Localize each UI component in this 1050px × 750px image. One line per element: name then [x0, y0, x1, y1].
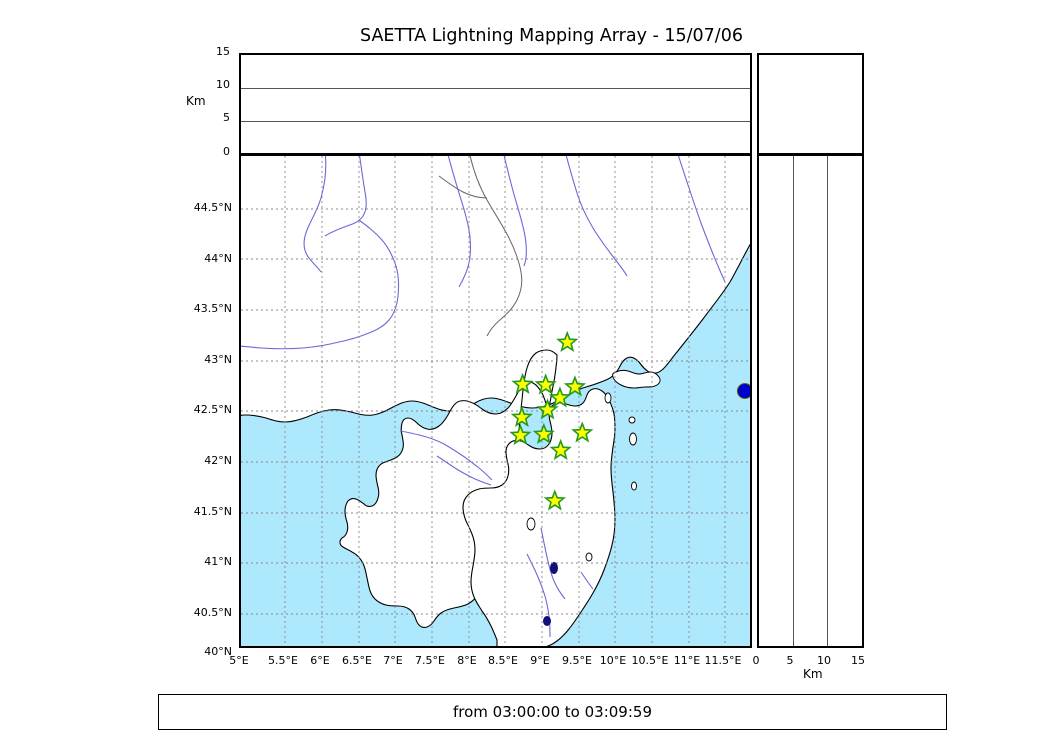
map-gridlines — [241, 156, 750, 646]
island-gorgona — [631, 481, 637, 491]
river-rhone — [303, 156, 327, 273]
map-lat-tick-41: 41°N — [204, 555, 232, 568]
time-range-text: from 03:00:00 to 03:09:59 — [452, 703, 652, 721]
map-lon-tick-11: 11°E — [673, 654, 701, 667]
map-lat-tick-44: 44°N — [204, 252, 232, 265]
map-lat-tick-43.5: 43.5°N — [193, 302, 232, 315]
island-montecristo — [628, 416, 636, 424]
river-arno — [565, 156, 628, 277]
map-lon-tick-6.5: 6.5°E — [342, 654, 372, 667]
side-panel-xtick-10: 10 — [817, 654, 831, 667]
map-lat-tick-40: 40°N — [204, 645, 232, 658]
map-lat-tick-42.5: 42.5°N — [193, 403, 232, 416]
side-altitude-panel[interactable] — [757, 154, 864, 648]
top-panel-axis-label: Km — [186, 94, 206, 108]
island-giglio — [585, 552, 593, 562]
station-star-marker-10[interactable] — [571, 421, 594, 443]
island-pianosa — [629, 432, 637, 446]
top-panel-gridline-10 — [241, 121, 750, 122]
lightning-sources-layer[interactable] — [736, 383, 750, 399]
river-saone — [324, 156, 367, 237]
river-tiber — [677, 156, 726, 283]
river-durance — [241, 219, 400, 350]
map-lon-tick-11.5: 11.5°E — [704, 654, 742, 667]
river-golo-corsica — [399, 430, 493, 481]
top-panel-ytick-10: 10 — [216, 78, 230, 91]
side-panel-axis-label: Km — [803, 667, 823, 681]
station-star-marker-4[interactable] — [563, 375, 587, 397]
lma-stations-layer[interactable] — [509, 330, 594, 511]
map-lon-tick-10: 10°E — [599, 654, 627, 667]
border-france-switzerland — [438, 175, 488, 199]
borders-layer — [438, 156, 523, 337]
map-lat-tick-40.5: 40.5°N — [193, 606, 232, 619]
island-capraia — [604, 392, 612, 404]
map-lat-tick-44.5: 44.5°N — [193, 201, 232, 214]
map-lon-tick-5.5: 5.5°E — [268, 654, 298, 667]
map-lat-tick-42: 42°N — [204, 454, 232, 467]
station-star-marker-1[interactable] — [556, 330, 579, 352]
station-star-marker-2[interactable] — [511, 372, 534, 394]
station-star-marker-5[interactable] — [548, 386, 572, 408]
side-panel-gridline-5 — [793, 156, 794, 646]
top-panel-ytick-5: 5 — [223, 111, 230, 124]
map-lon-tick-9: 9°E — [530, 654, 550, 667]
river-po-tributary — [503, 156, 527, 267]
lake-omodeo — [550, 562, 558, 574]
station-star-marker-3[interactable] — [534, 373, 557, 395]
side-panel-xtick-5: 5 — [786, 654, 794, 667]
map-lat-tick-41.5: 41.5°N — [193, 505, 232, 518]
side-panel-xtick-15: 15 — [851, 654, 865, 667]
lightning-source-marker-1[interactable] — [736, 383, 750, 399]
station-star-marker-8[interactable] — [509, 423, 532, 445]
time-range-status-bar[interactable]: from 03:00:00 to 03:09:59 — [158, 694, 947, 730]
map-lon-tick-7: 7°E — [383, 654, 403, 667]
river-var — [447, 156, 472, 288]
station-star-marker-7[interactable] — [536, 398, 559, 420]
station-star-marker-9[interactable] — [532, 422, 555, 444]
map-panel[interactable] — [239, 154, 752, 648]
map-graphic — [241, 156, 750, 646]
map-lon-tick-7.5: 7.5°E — [415, 654, 445, 667]
corner-panel — [757, 53, 864, 155]
top-altitude-panel[interactable] — [239, 53, 752, 155]
map-lon-tick-9.5: 9.5°E — [562, 654, 592, 667]
side-panel-xtick-0: 0 — [752, 654, 760, 667]
page-title: SAETTA Lightning Mapping Array - 15/07/0… — [360, 26, 743, 46]
side-panel-gridline-10 — [827, 156, 828, 646]
rivers-layer — [241, 156, 726, 638]
top-panel-ytick-0: 0 — [223, 145, 230, 158]
lake-south-sardinia — [543, 616, 551, 626]
island-asinara — [526, 517, 536, 531]
map-lat-tick-43: 43°N — [204, 353, 232, 366]
map-lon-tick-8.5: 8.5°E — [488, 654, 518, 667]
map-lon-tick-10.5: 10.5°E — [631, 654, 669, 667]
top-panel-gridline-5 — [241, 88, 750, 89]
station-star-marker-6[interactable] — [510, 405, 533, 427]
map-lon-tick-6: 6°E — [310, 654, 330, 667]
river-tirso-sardinia — [540, 527, 566, 600]
station-star-marker-11[interactable] — [549, 438, 572, 460]
map-lon-tick-8: 8°E — [457, 654, 477, 667]
station-star-marker-12[interactable] — [543, 489, 566, 511]
top-panel-ytick-15: 15 — [216, 45, 230, 58]
coastline-elba — [612, 369, 661, 389]
river-coghinas — [580, 571, 594, 590]
border-france-italy — [469, 156, 523, 337]
map-lon-tick-5: 5°E — [229, 654, 249, 667]
